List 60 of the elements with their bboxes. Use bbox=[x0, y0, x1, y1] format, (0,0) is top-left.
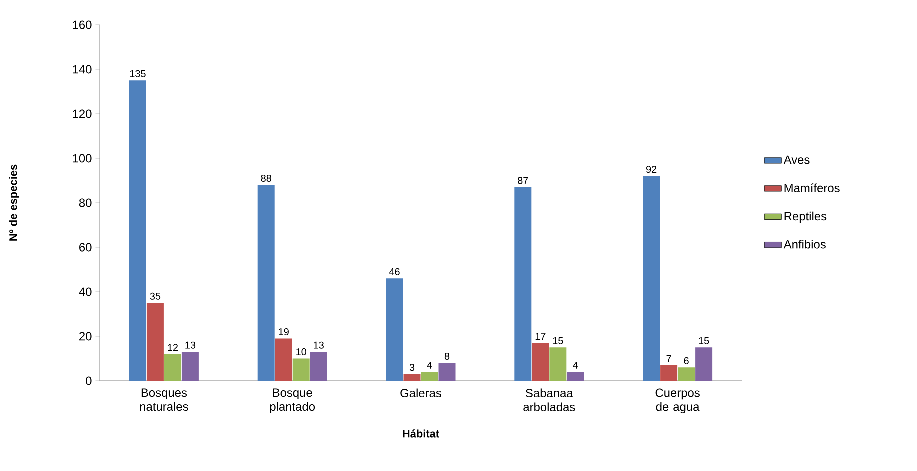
data-label: 4 bbox=[573, 362, 578, 369]
y-tick-label: 80 bbox=[79, 198, 92, 208]
bar bbox=[258, 185, 275, 381]
data-label: 88 bbox=[261, 174, 272, 182]
y-tick-label: 120 bbox=[73, 110, 92, 118]
bar bbox=[421, 372, 438, 381]
data-label: 12 bbox=[168, 344, 178, 352]
bar bbox=[386, 278, 404, 381]
bar bbox=[532, 343, 550, 381]
data-label: 35 bbox=[150, 292, 161, 300]
y-tick-label: 0 bbox=[86, 376, 92, 386]
bar bbox=[129, 80, 146, 381]
bar bbox=[182, 352, 199, 381]
x-tick-label: Bosque plantado bbox=[270, 388, 316, 414]
bar bbox=[438, 363, 456, 381]
data-label: 7 bbox=[666, 355, 672, 362]
bar bbox=[696, 348, 713, 381]
bar bbox=[275, 338, 292, 381]
y-tick-label: 140 bbox=[73, 65, 92, 74]
legend-label: Mamíferos bbox=[784, 184, 840, 192]
y-tick-label: 100 bbox=[73, 154, 92, 163]
data-label: 8 bbox=[444, 352, 450, 360]
legend-label: Anfibios bbox=[784, 240, 826, 249]
data-label: 15 bbox=[699, 337, 710, 344]
x-tick-label: Sabanaa arboladas bbox=[524, 388, 576, 412]
data-label: 17 bbox=[536, 333, 546, 340]
x-axis-title: Hábitat bbox=[403, 430, 440, 438]
data-label: 46 bbox=[389, 268, 400, 276]
bar bbox=[404, 374, 421, 381]
data-label: 87 bbox=[518, 177, 528, 184]
data-label: 19 bbox=[279, 328, 289, 336]
bar bbox=[678, 368, 696, 381]
x-tick-label: Galeras bbox=[400, 388, 442, 398]
bar bbox=[292, 358, 310, 381]
data-label: 3 bbox=[410, 364, 415, 372]
bar bbox=[514, 187, 532, 381]
bar bbox=[146, 303, 164, 381]
legend-label: Reptiles bbox=[784, 212, 827, 223]
bar bbox=[660, 365, 678, 381]
bar bbox=[164, 354, 182, 381]
data-label: 13 bbox=[186, 342, 196, 349]
data-label: 92 bbox=[646, 166, 657, 174]
data-label: 10 bbox=[296, 348, 307, 356]
data-label: 15 bbox=[553, 337, 564, 344]
y-tick-label: 60 bbox=[80, 243, 92, 252]
y-tick-label: 160 bbox=[73, 20, 92, 30]
x-tick-label: Cuerpos de agua bbox=[656, 388, 700, 414]
legend-label: Aves bbox=[784, 156, 810, 164]
bar bbox=[310, 352, 328, 381]
bar bbox=[567, 372, 584, 381]
y-tick-label: 20 bbox=[80, 332, 92, 341]
bar bbox=[643, 176, 660, 381]
y-axis-title: Nº de especies bbox=[9, 164, 20, 241]
y-tick-label: 40 bbox=[79, 288, 92, 296]
data-label: 13 bbox=[314, 342, 324, 349]
data-label: 4 bbox=[427, 362, 432, 369]
data-label: 135 bbox=[130, 70, 146, 78]
bar bbox=[550, 348, 567, 381]
data-label: 6 bbox=[684, 357, 689, 364]
x-tick-label: Bosques naturales bbox=[140, 388, 188, 412]
